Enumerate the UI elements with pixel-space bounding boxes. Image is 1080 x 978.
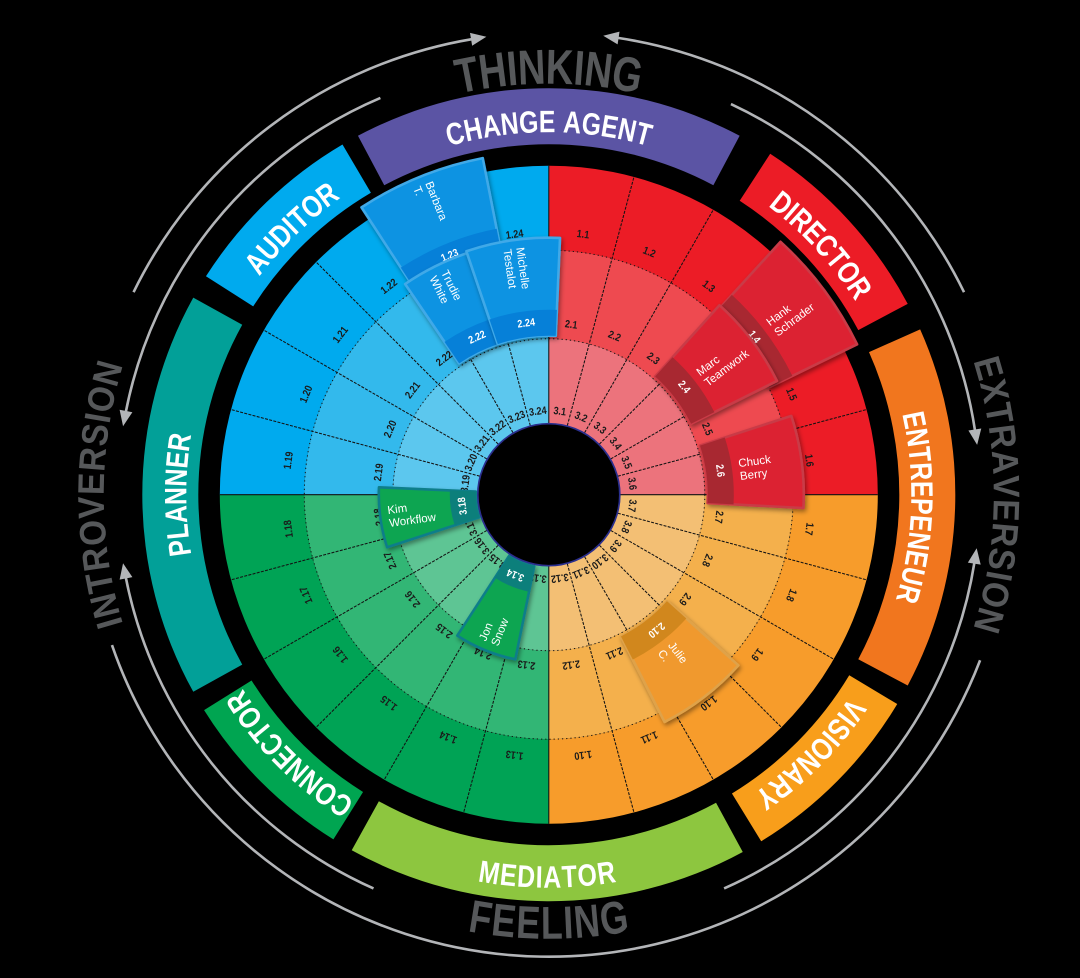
svg-text:2.13: 2.13 [517, 657, 537, 671]
svg-text:Kim: Kim [387, 502, 408, 517]
svg-text:S: S [74, 421, 118, 448]
svg-text:D: D [516, 859, 536, 894]
svg-text:2.8: 2.8 [699, 552, 715, 569]
svg-text:E: E [515, 896, 541, 948]
svg-text:N: N [572, 895, 602, 948]
svg-text:E: E [599, 108, 621, 144]
svg-text:E: E [489, 894, 518, 948]
svg-text:1.1: 1.1 [576, 228, 590, 241]
svg-text:E: E [71, 472, 113, 495]
svg-text:V: V [985, 475, 1026, 498]
svg-text:N: N [517, 40, 547, 96]
svg-text:R: R [74, 544, 118, 574]
svg-text:1.13: 1.13 [505, 747, 525, 761]
svg-text:E: E [896, 408, 933, 431]
svg-text:1.18: 1.18 [282, 519, 296, 539]
svg-text:1.8: 1.8 [783, 587, 799, 604]
svg-text:3.5: 3.5 [618, 455, 634, 472]
svg-text:1.2: 1.2 [641, 245, 658, 261]
svg-text:R: R [983, 521, 1026, 549]
svg-text:3.7: 3.7 [625, 499, 638, 513]
svg-text:3.6: 3.6 [625, 477, 638, 491]
svg-text:1.10: 1.10 [573, 747, 593, 761]
svg-text:1.5: 1.5 [783, 386, 799, 403]
svg-text:E: E [498, 857, 518, 893]
svg-text:O: O [72, 518, 115, 547]
svg-text:L: L [541, 897, 563, 948]
svg-text:R: R [980, 422, 1024, 451]
svg-text:T.: T. [410, 185, 424, 198]
svg-text:R: R [903, 461, 938, 481]
svg-text:V: V [71, 495, 113, 519]
svg-text:A: A [480, 108, 503, 145]
svg-text:T: T [902, 445, 938, 464]
svg-text:Berry: Berry [739, 468, 768, 484]
svg-text:A: A [983, 449, 1026, 476]
svg-text:2.5: 2.5 [699, 421, 715, 438]
svg-text:2.19: 2.19 [372, 462, 386, 482]
svg-text:A: A [543, 860, 561, 894]
svg-text:L: L [160, 522, 196, 540]
svg-text:P: P [904, 498, 939, 516]
svg-text:3.19: 3.19 [459, 474, 473, 494]
svg-text:R: R [72, 446, 115, 473]
svg-text:I: I [535, 860, 543, 894]
svg-text:2.1: 2.1 [564, 319, 578, 332]
svg-text:O: O [576, 857, 599, 893]
svg-text:N: N [899, 426, 936, 449]
svg-text:Michelle: Michelle [513, 247, 531, 290]
svg-text:R: R [595, 855, 618, 892]
svg-text:2.6: 2.6 [713, 464, 727, 479]
svg-text:N: N [499, 106, 520, 142]
svg-text:I: I [562, 897, 574, 949]
svg-text:E: E [539, 105, 556, 139]
svg-text:1.7: 1.7 [802, 522, 815, 536]
svg-text:2.7: 2.7 [711, 510, 724, 524]
svg-text:3.24: 3.24 [528, 405, 548, 419]
svg-text:N: N [159, 487, 193, 505]
svg-text:E: E [985, 498, 1027, 522]
svg-text:N: N [582, 42, 616, 99]
svg-text:1.6: 1.6 [802, 453, 815, 467]
svg-text:3.18: 3.18 [456, 496, 470, 516]
svg-text:G: G [518, 105, 539, 140]
svg-text:R: R [161, 431, 197, 454]
svg-text:I: I [504, 41, 519, 96]
svg-text:3.12: 3.12 [550, 570, 570, 584]
svg-text:A: A [562, 105, 582, 140]
svg-text:I: I [572, 41, 586, 96]
svg-text:K: K [545, 40, 574, 95]
svg-text:E: E [903, 514, 938, 533]
svg-text:2.2: 2.2 [606, 329, 623, 345]
svg-text:N: N [159, 468, 194, 487]
svg-text:T: T [561, 859, 578, 894]
svg-text:E: E [905, 481, 939, 498]
svg-text:3.2: 3.2 [573, 410, 590, 426]
svg-text:1.19: 1.19 [282, 451, 296, 471]
svg-text:P: P [162, 537, 198, 558]
svg-text:E: E [898, 548, 935, 570]
svg-text:N: N [901, 530, 937, 552]
svg-text:2.24: 2.24 [517, 317, 537, 331]
svg-text:Testalot: Testalot [500, 248, 518, 290]
svg-text:3.8: 3.8 [618, 519, 634, 536]
svg-text:E: E [160, 450, 196, 470]
svg-text:A: A [159, 505, 194, 525]
svg-text:3.1: 3.1 [553, 405, 567, 418]
svg-text:G: G [580, 106, 603, 142]
svg-text:Chuck: Chuck [738, 454, 772, 470]
svg-text:2.12: 2.12 [561, 657, 581, 671]
